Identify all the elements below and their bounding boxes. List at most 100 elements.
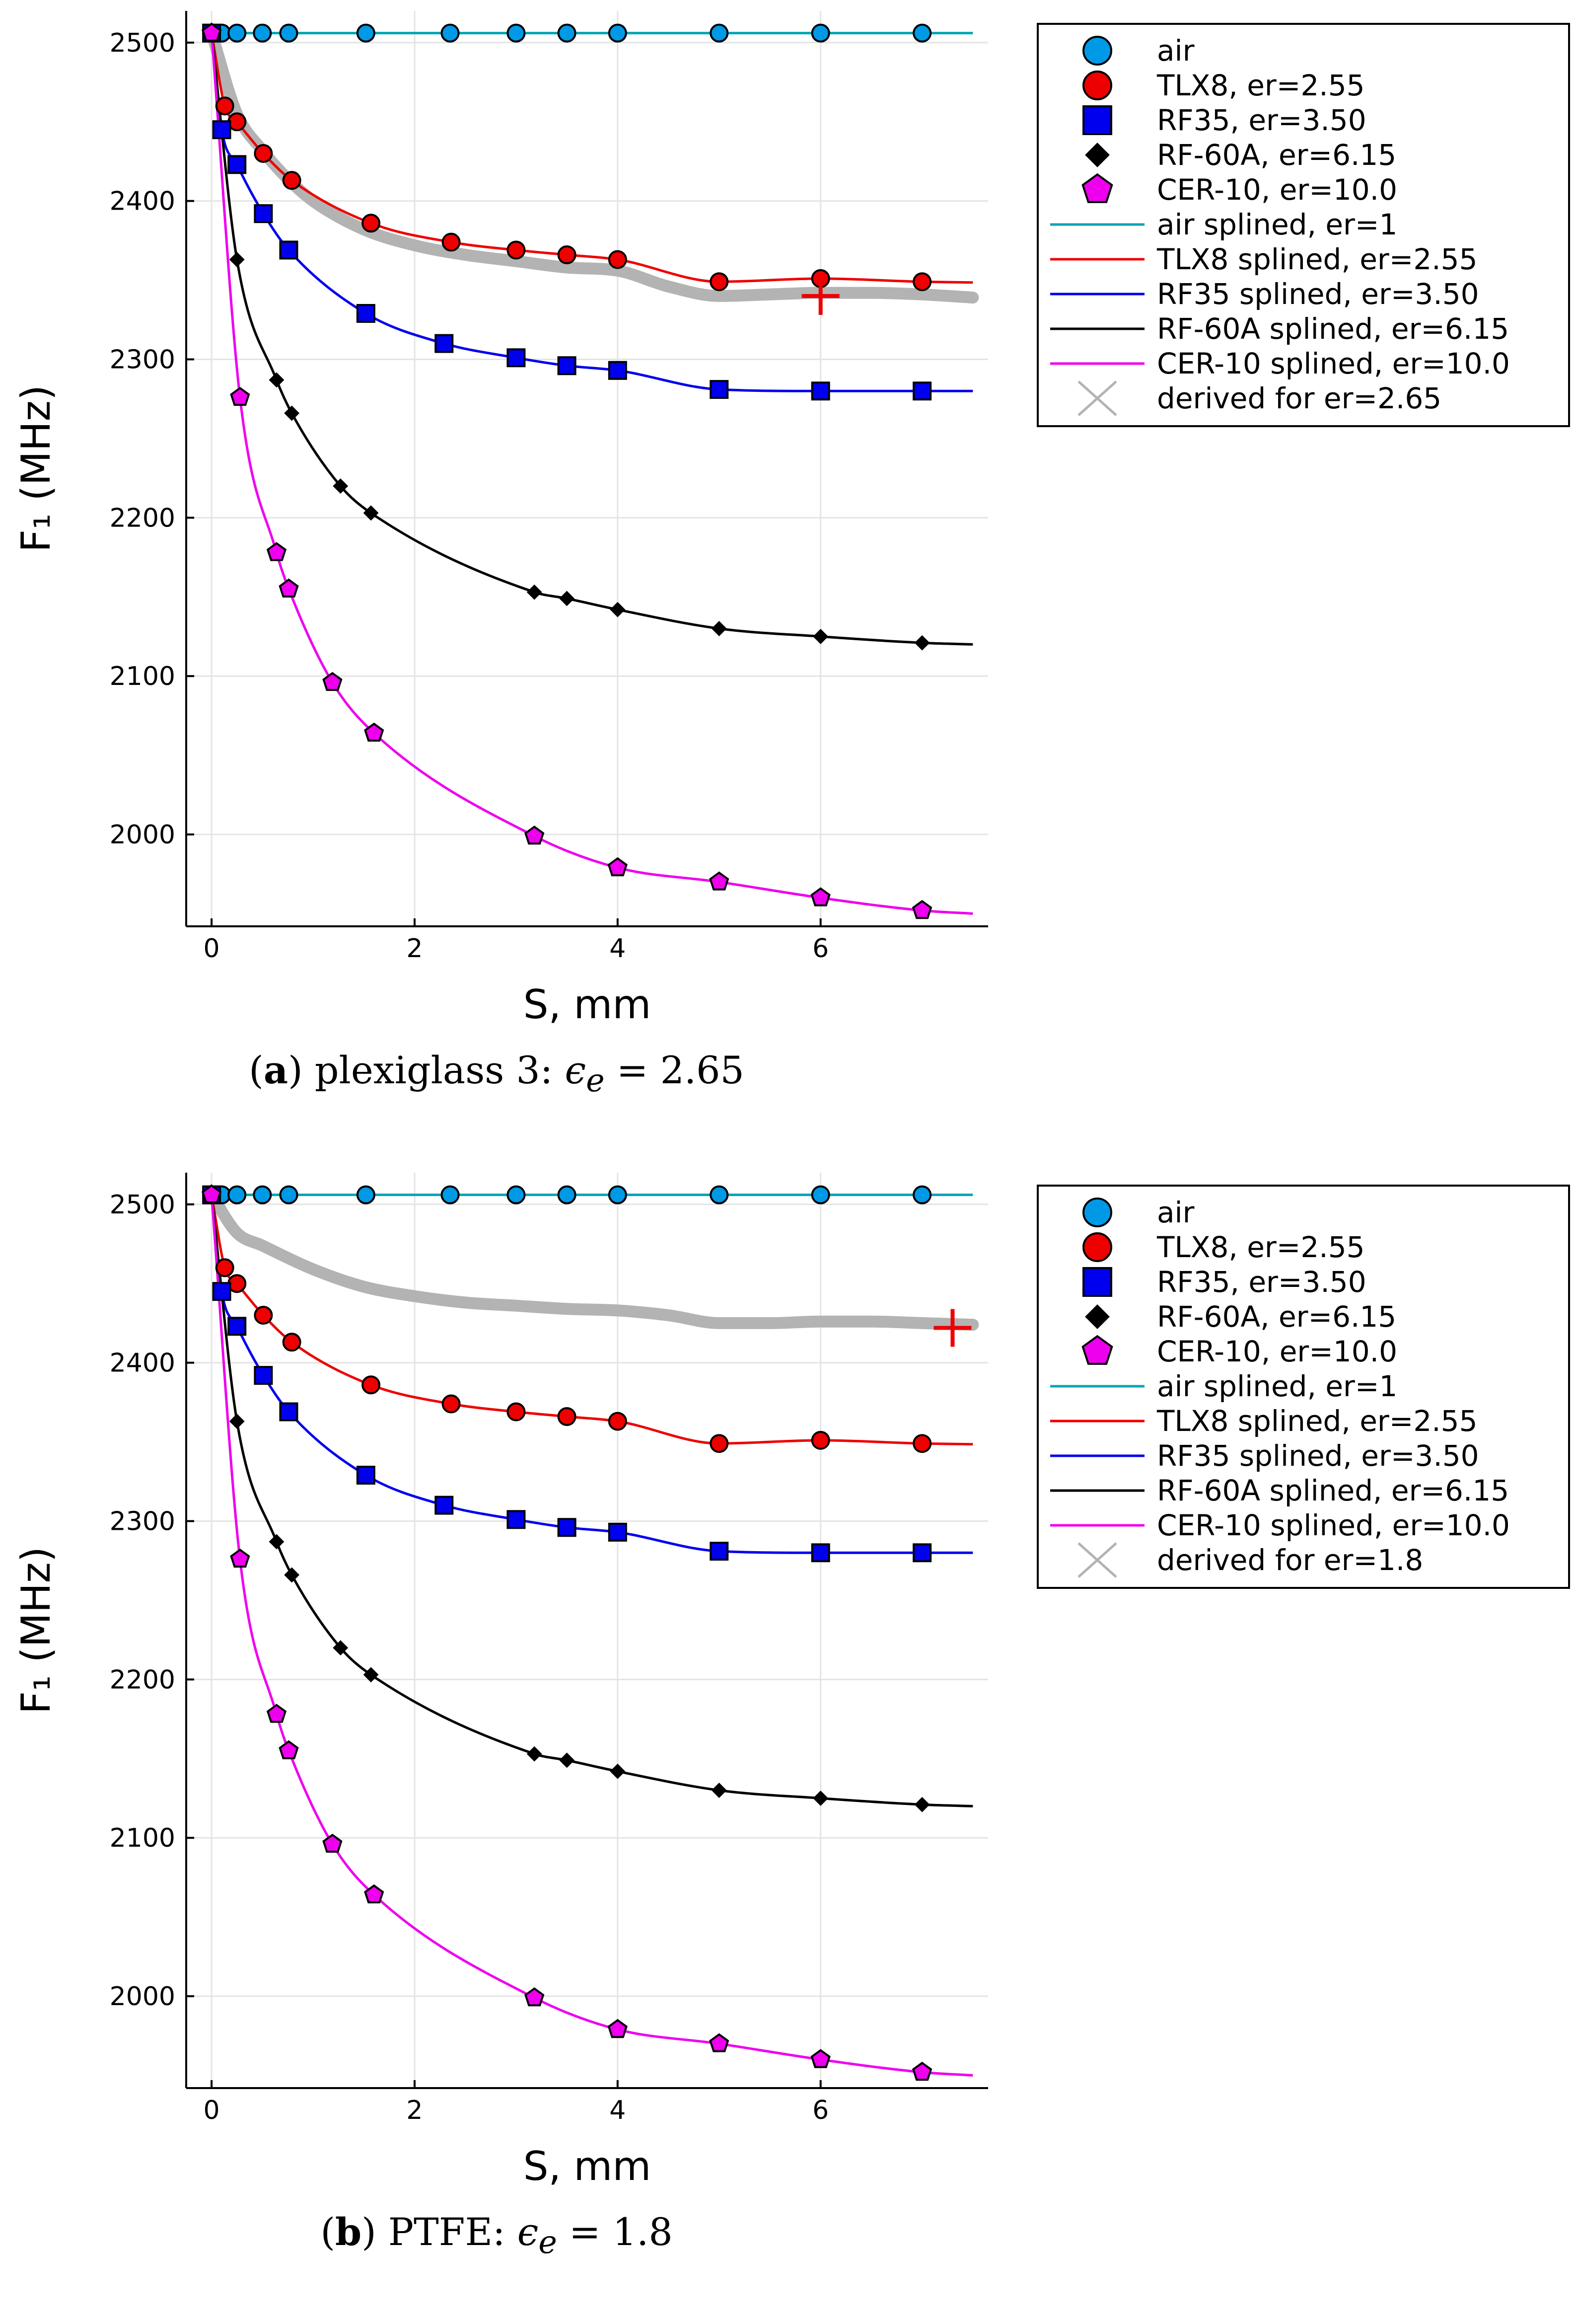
chart-b-y-tick-label: 2100: [110, 1823, 175, 1853]
chart-b-point-rf35-er-3-50: [811, 1543, 830, 1563]
chart-a-point-cer-10-er-10-0: [912, 900, 932, 919]
chart-b-point-rf35-er-3-50: [913, 1543, 932, 1563]
chart-a-point-rf35-er-3-50: [811, 381, 830, 401]
chart-a-point-tlx8-er-2-55: [710, 272, 729, 292]
chart-b-point-air: [557, 1185, 576, 1204]
chart-b-y-tick-label: 2000: [110, 1982, 175, 2012]
chart-a-legend-label: TLX8 splined, er=2.55: [1156, 242, 1477, 276]
chart-a-point-rf-60a-er-6-15: [363, 505, 379, 521]
chart-a-point-air: [710, 23, 729, 43]
chart-b-point-air: [506, 1185, 526, 1204]
chart-b-point-tlx8-er-2-55: [282, 1333, 301, 1352]
chart-b-point-rf-60a-er-6-15: [284, 1567, 300, 1583]
chart-a-point-rf35-er-3-50: [254, 204, 273, 224]
chart-a-point-rf-60a-er-6-15: [229, 252, 245, 268]
chart-b-point-rf-60a-er-6-15: [363, 1667, 379, 1683]
chart-b-point-air: [227, 1185, 247, 1204]
chart-b-point-rf35-er-3-50: [506, 1510, 526, 1529]
chart-a-x-tick-label: 6: [812, 934, 829, 964]
chart-a-y-tick-label: 2500: [110, 28, 175, 58]
chart-a-point-air: [913, 23, 932, 43]
chart-b-point-rf35-er-3-50: [356, 1466, 375, 1485]
chart-a-x-tick-label: 4: [609, 934, 626, 964]
chart-a-point-cer-10-er-10-0: [322, 672, 343, 691]
chart-a-point-rf-60a-er-6-15: [711, 621, 727, 636]
chart-b-point-cer-10-er-10-0: [230, 1548, 250, 1568]
chart-b-legend-label: RF-60A, er=6.15: [1157, 1300, 1396, 1334]
chart-b-x-axis-label: S, mm: [523, 2143, 651, 2189]
chart-a-point-air: [227, 23, 247, 43]
caption-b-subscript: e: [538, 2224, 557, 2261]
chart-a-point-tlx8-er-2-55: [215, 96, 234, 116]
chart-b-derived-curve: [206, 1189, 979, 1331]
chart-a-point-rf35-er-3-50: [356, 304, 375, 323]
chart-b-point-rf-60a-er-6-15: [610, 1763, 626, 1779]
chart-a-point-tlx8-er-2-55: [441, 232, 461, 252]
chart-b-legend-symbol-2: [1082, 1267, 1112, 1297]
chart-b: 0 2 4 6 2000 2100 2200 2300 2400 2500 S, mm F₁ (MHz…: [13, 1173, 1570, 2189]
chart-b-point-tlx8-er-2-55: [557, 1407, 576, 1426]
chart-b-x-tick-label: 4: [609, 2096, 626, 2125]
caption-a-text: plexiglass 3:: [314, 1048, 565, 1092]
chart-b-point-rf-60a-er-6-15: [333, 1640, 349, 1655]
chart-a-legend-symbol-0: [1082, 36, 1112, 66]
chart-b-y-tick-label: 2400: [110, 1349, 175, 1378]
chart-b-point-air: [356, 1185, 375, 1204]
chart-b-point-rf-60a-er-6-15: [559, 1752, 575, 1768]
chart-a-legend-label: RF35 splined, er=3.50: [1157, 277, 1479, 311]
chart-a-point-air: [811, 23, 830, 43]
chart-a-point-tlx8-er-2-55: [608, 250, 627, 269]
chart-a-plot-area: [186, 11, 988, 926]
chart-a-point-rf35-er-3-50: [227, 155, 247, 174]
chart-a-point-rf-60a-er-6-15: [610, 601, 626, 617]
chart-b-legend-label: RF35 splined, er=3.50: [1157, 1439, 1479, 1473]
caption-a-value: = 2.65: [616, 1048, 744, 1092]
chart-a-point-rf-60a-er-6-15: [284, 405, 300, 421]
chart-a-legend-label: TLX8, er=2.55: [1156, 69, 1365, 102]
chart-b-point-rf35-er-3-50: [254, 1366, 273, 1385]
chart-b-point-rf-60a-er-6-15: [526, 1746, 542, 1762]
chart-a-legend-label: air splined, er=1: [1157, 208, 1397, 241]
chart-a-y-axis-label: F₁ (MHz): [13, 385, 59, 552]
chart-b-spline-cer-10-er-10-0: [210, 1195, 973, 2077]
chart-a-legend-label: derived for er=2.65: [1157, 381, 1441, 415]
caption-b-text: PTFE:: [388, 2210, 517, 2254]
chart-b-point-tlx8-er-2-55: [254, 1305, 273, 1325]
chart-a-point-air: [557, 23, 576, 43]
chart-b-legend-label: RF35, er=3.50: [1157, 1265, 1366, 1299]
chart-b-point-rf-60a-er-6-15: [813, 1791, 829, 1806]
chart-a-point-air: [356, 23, 375, 43]
chart-b-point-cer-10-er-10-0: [201, 1184, 222, 1203]
chart-a-legend-label: CER-10, er=10.0: [1157, 173, 1397, 207]
chart-b-point-rf-60a-er-6-15: [269, 1534, 285, 1550]
chart-b-point-cer-10-er-10-0: [810, 2049, 831, 2068]
chart-a-spline-cer-10-er-10-0: [210, 33, 973, 915]
caption-b: (b) PTFE: ϵe = 1.8: [320, 2210, 673, 2261]
chart-a-plot-group: [201, 22, 979, 919]
chart-b-point-air: [710, 1185, 729, 1204]
chart-b-point-cer-10-er-10-0: [709, 2033, 729, 2052]
chart-a-point-rf35-er-3-50: [710, 380, 729, 399]
chart-a-legend-symbol-2: [1082, 105, 1112, 135]
chart-a-point-cer-10-er-10-0: [230, 386, 250, 406]
chart-a-point-rf35-er-3-50: [608, 361, 627, 380]
chart-b-point-rf35-er-3-50: [608, 1522, 627, 1542]
chart-b-point-tlx8-er-2-55: [913, 1434, 932, 1453]
chart-a-y-tick-label: 2300: [110, 345, 175, 375]
chart-a-point-rf35-er-3-50: [506, 348, 526, 368]
chart-a-point-tlx8-er-2-55: [254, 144, 273, 163]
chart-a-x-axis-label: S, mm: [523, 981, 651, 1028]
chart-a-point-rf35-er-3-50: [212, 120, 231, 140]
chart-a-point-rf35-er-3-50: [557, 356, 576, 375]
caption-a-letter: a: [263, 1048, 288, 1092]
chart-b-point-cer-10-er-10-0: [912, 2061, 932, 2081]
chart-b-point-cer-10-er-10-0: [607, 2019, 628, 2038]
chart-a-point-tlx8-er-2-55: [506, 240, 526, 260]
chart-a-point-tlx8-er-2-55: [282, 171, 301, 190]
caption-a-symbol: ϵ: [565, 1048, 586, 1092]
chart-b-point-tlx8-er-2-55: [710, 1434, 729, 1453]
chart-a-legend-label: RF-60A splined, er=6.15: [1157, 312, 1509, 346]
chart-b-point-rf35-er-3-50: [279, 1402, 298, 1422]
chart-b-point-tlx8-er-2-55: [811, 1430, 830, 1450]
chart-a-legend-label: RF-60A, er=6.15: [1157, 138, 1396, 172]
